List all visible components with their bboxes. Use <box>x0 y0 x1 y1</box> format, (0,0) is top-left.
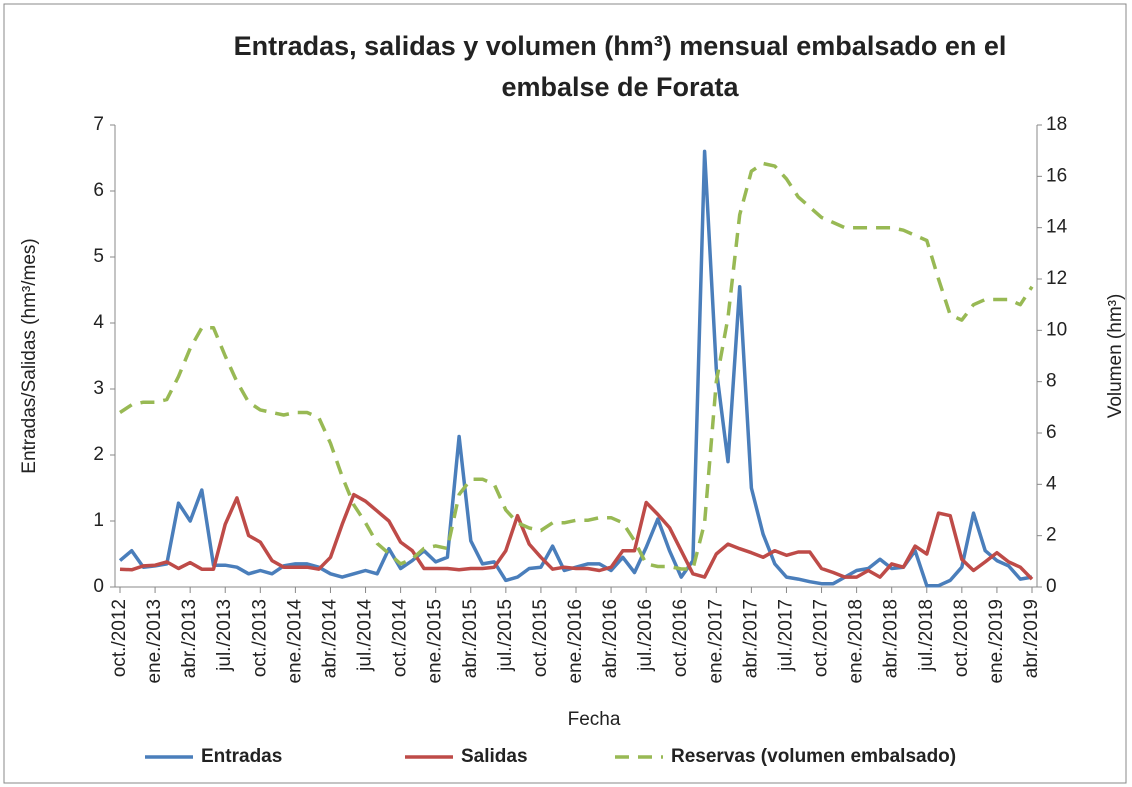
series-line <box>119 161 1034 571</box>
x-tick-label: ene./2017 <box>705 599 726 684</box>
x-axis-label: Fecha <box>568 709 621 730</box>
x-tick-label: jul./2014 <box>355 599 376 672</box>
y-tick-label: 2 <box>93 444 104 465</box>
x-tick-label: oct./2012 <box>109 599 130 677</box>
x-tick-label: ene./2013 <box>144 599 165 684</box>
x-tick-label: jul./2013 <box>214 599 235 672</box>
y-tick-label: 4 <box>93 312 104 333</box>
y-tick-label: 1 <box>93 510 104 531</box>
x-tick-label: oct./2014 <box>390 599 411 678</box>
x-tick-label: jul./2017 <box>775 599 796 672</box>
x-tick-label: jul./2018 <box>916 599 937 672</box>
series-line <box>119 492 1034 581</box>
x-tick-label: abr./2018 <box>881 599 902 678</box>
y2-tick-label: 8 <box>1046 371 1057 392</box>
y-tick-label: 6 <box>93 180 104 201</box>
y2-tick-label: 6 <box>1046 422 1057 443</box>
y2-tick-label: 12 <box>1046 268 1067 289</box>
x-tick-label: abr./2019 <box>1021 599 1042 678</box>
legend-label: Salidas <box>461 746 528 767</box>
chart-title: Entradas, salidas y volumen (hm³) mensua… <box>234 31 1007 61</box>
y2-tick-label: 16 <box>1046 165 1067 186</box>
x-tick-label: jul./2015 <box>495 599 516 672</box>
y2-tick-label: 10 <box>1046 319 1067 340</box>
x-tick-label: abr./2014 <box>319 599 340 679</box>
chart-border <box>3 3 1127 784</box>
y2-tick-label: 0 <box>1046 576 1057 597</box>
x-tick-label: ene./2016 <box>565 599 586 684</box>
x-tick-label: abr./2015 <box>460 599 481 678</box>
y-tick-label: 5 <box>93 246 104 267</box>
x-tick-label: abr./2017 <box>740 599 761 678</box>
legend-label: Reservas (volumen embalsado) <box>671 746 956 767</box>
x-tick-label: oct./2018 <box>951 599 972 677</box>
y-axis-label: Entradas/Salidas (hm³/mes) <box>19 238 40 473</box>
x-tick-label: ene./2015 <box>425 599 446 684</box>
y2-tick-label: 18 <box>1046 114 1067 135</box>
x-tick-label: ene./2014 <box>284 599 305 684</box>
x-tick-label: oct./2013 <box>249 599 270 677</box>
y-tick-label: 0 <box>93 576 104 597</box>
x-tick-label: abr./2013 <box>179 599 200 678</box>
y-tick-label: 3 <box>93 378 104 399</box>
x-tick-label: oct./2017 <box>811 599 832 677</box>
x-tick-label: oct./2016 <box>670 599 691 677</box>
x-tick-label: oct./2015 <box>530 599 551 677</box>
y2-tick-label: 2 <box>1046 525 1057 546</box>
y-tick-label: 7 <box>93 114 104 135</box>
y2-tick-label: 14 <box>1046 217 1068 238</box>
chart-title-line2: embalse de Forata <box>501 72 739 102</box>
legend-label: Entradas <box>201 746 282 767</box>
x-tick-label: ene./2018 <box>846 599 867 684</box>
x-tick-label: abr./2016 <box>600 599 621 678</box>
y2-axis-label: Volumen (hm³) <box>1105 294 1126 419</box>
y2-tick-label: 4 <box>1046 473 1057 494</box>
x-tick-label: ene./2019 <box>986 599 1007 684</box>
x-tick-label: jul./2016 <box>635 599 656 672</box>
